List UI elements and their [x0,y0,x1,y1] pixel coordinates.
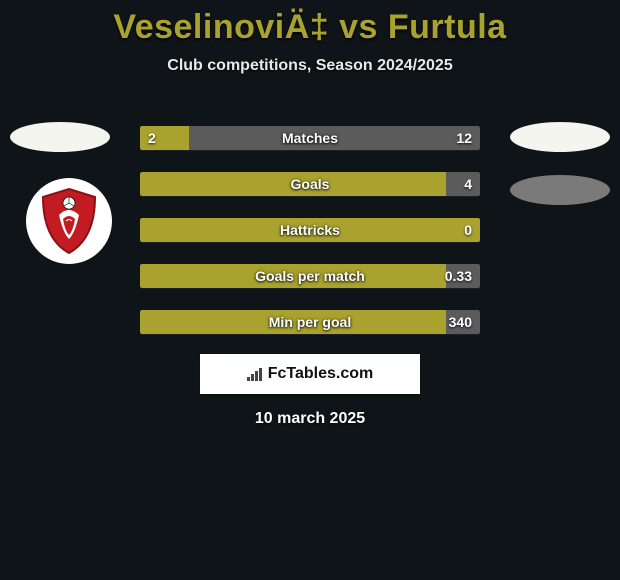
metric-row: 340Min per goal [140,310,480,334]
bar-segment-left [140,310,446,334]
shield-icon [33,185,105,257]
metric-value-right: 0.33 [445,264,472,288]
page-title: VeselinoviÄ‡ vs Furtula [0,0,620,47]
metric-value-right: 4 [464,172,472,196]
player-left-avatar [10,122,110,152]
bar-chart-icon [247,367,262,381]
metric-row: 0Hattricks [140,218,480,242]
metric-value-right: 12 [456,126,472,150]
player-right-avatar [510,122,610,152]
metric-row: 212Matches [140,126,480,150]
comparison-bars: 212Matches4Goals0Hattricks0.33Goals per … [140,126,480,356]
metric-value-left: 2 [148,126,156,150]
bar-segment-left [140,218,480,242]
bar-segment-right [189,126,480,150]
metric-row: 4Goals [140,172,480,196]
club-right-badge [510,175,610,205]
attribution-badge: FcTables.com [200,354,420,394]
metric-value-right: 0 [464,218,472,242]
metric-value-right: 340 [449,310,472,334]
attribution-text: FcTables.com [268,365,374,383]
date-label: 10 march 2025 [0,410,620,428]
bar-segment-right [446,172,480,196]
bar-segment-left [140,172,446,196]
title-text: VeselinoviÄ‡ vs Furtula [113,8,506,46]
subtitle: Club competitions, Season 2024/2025 [0,57,620,75]
club-left-badge [26,178,112,264]
metric-row: 0.33Goals per match [140,264,480,288]
bar-segment-left [140,264,446,288]
